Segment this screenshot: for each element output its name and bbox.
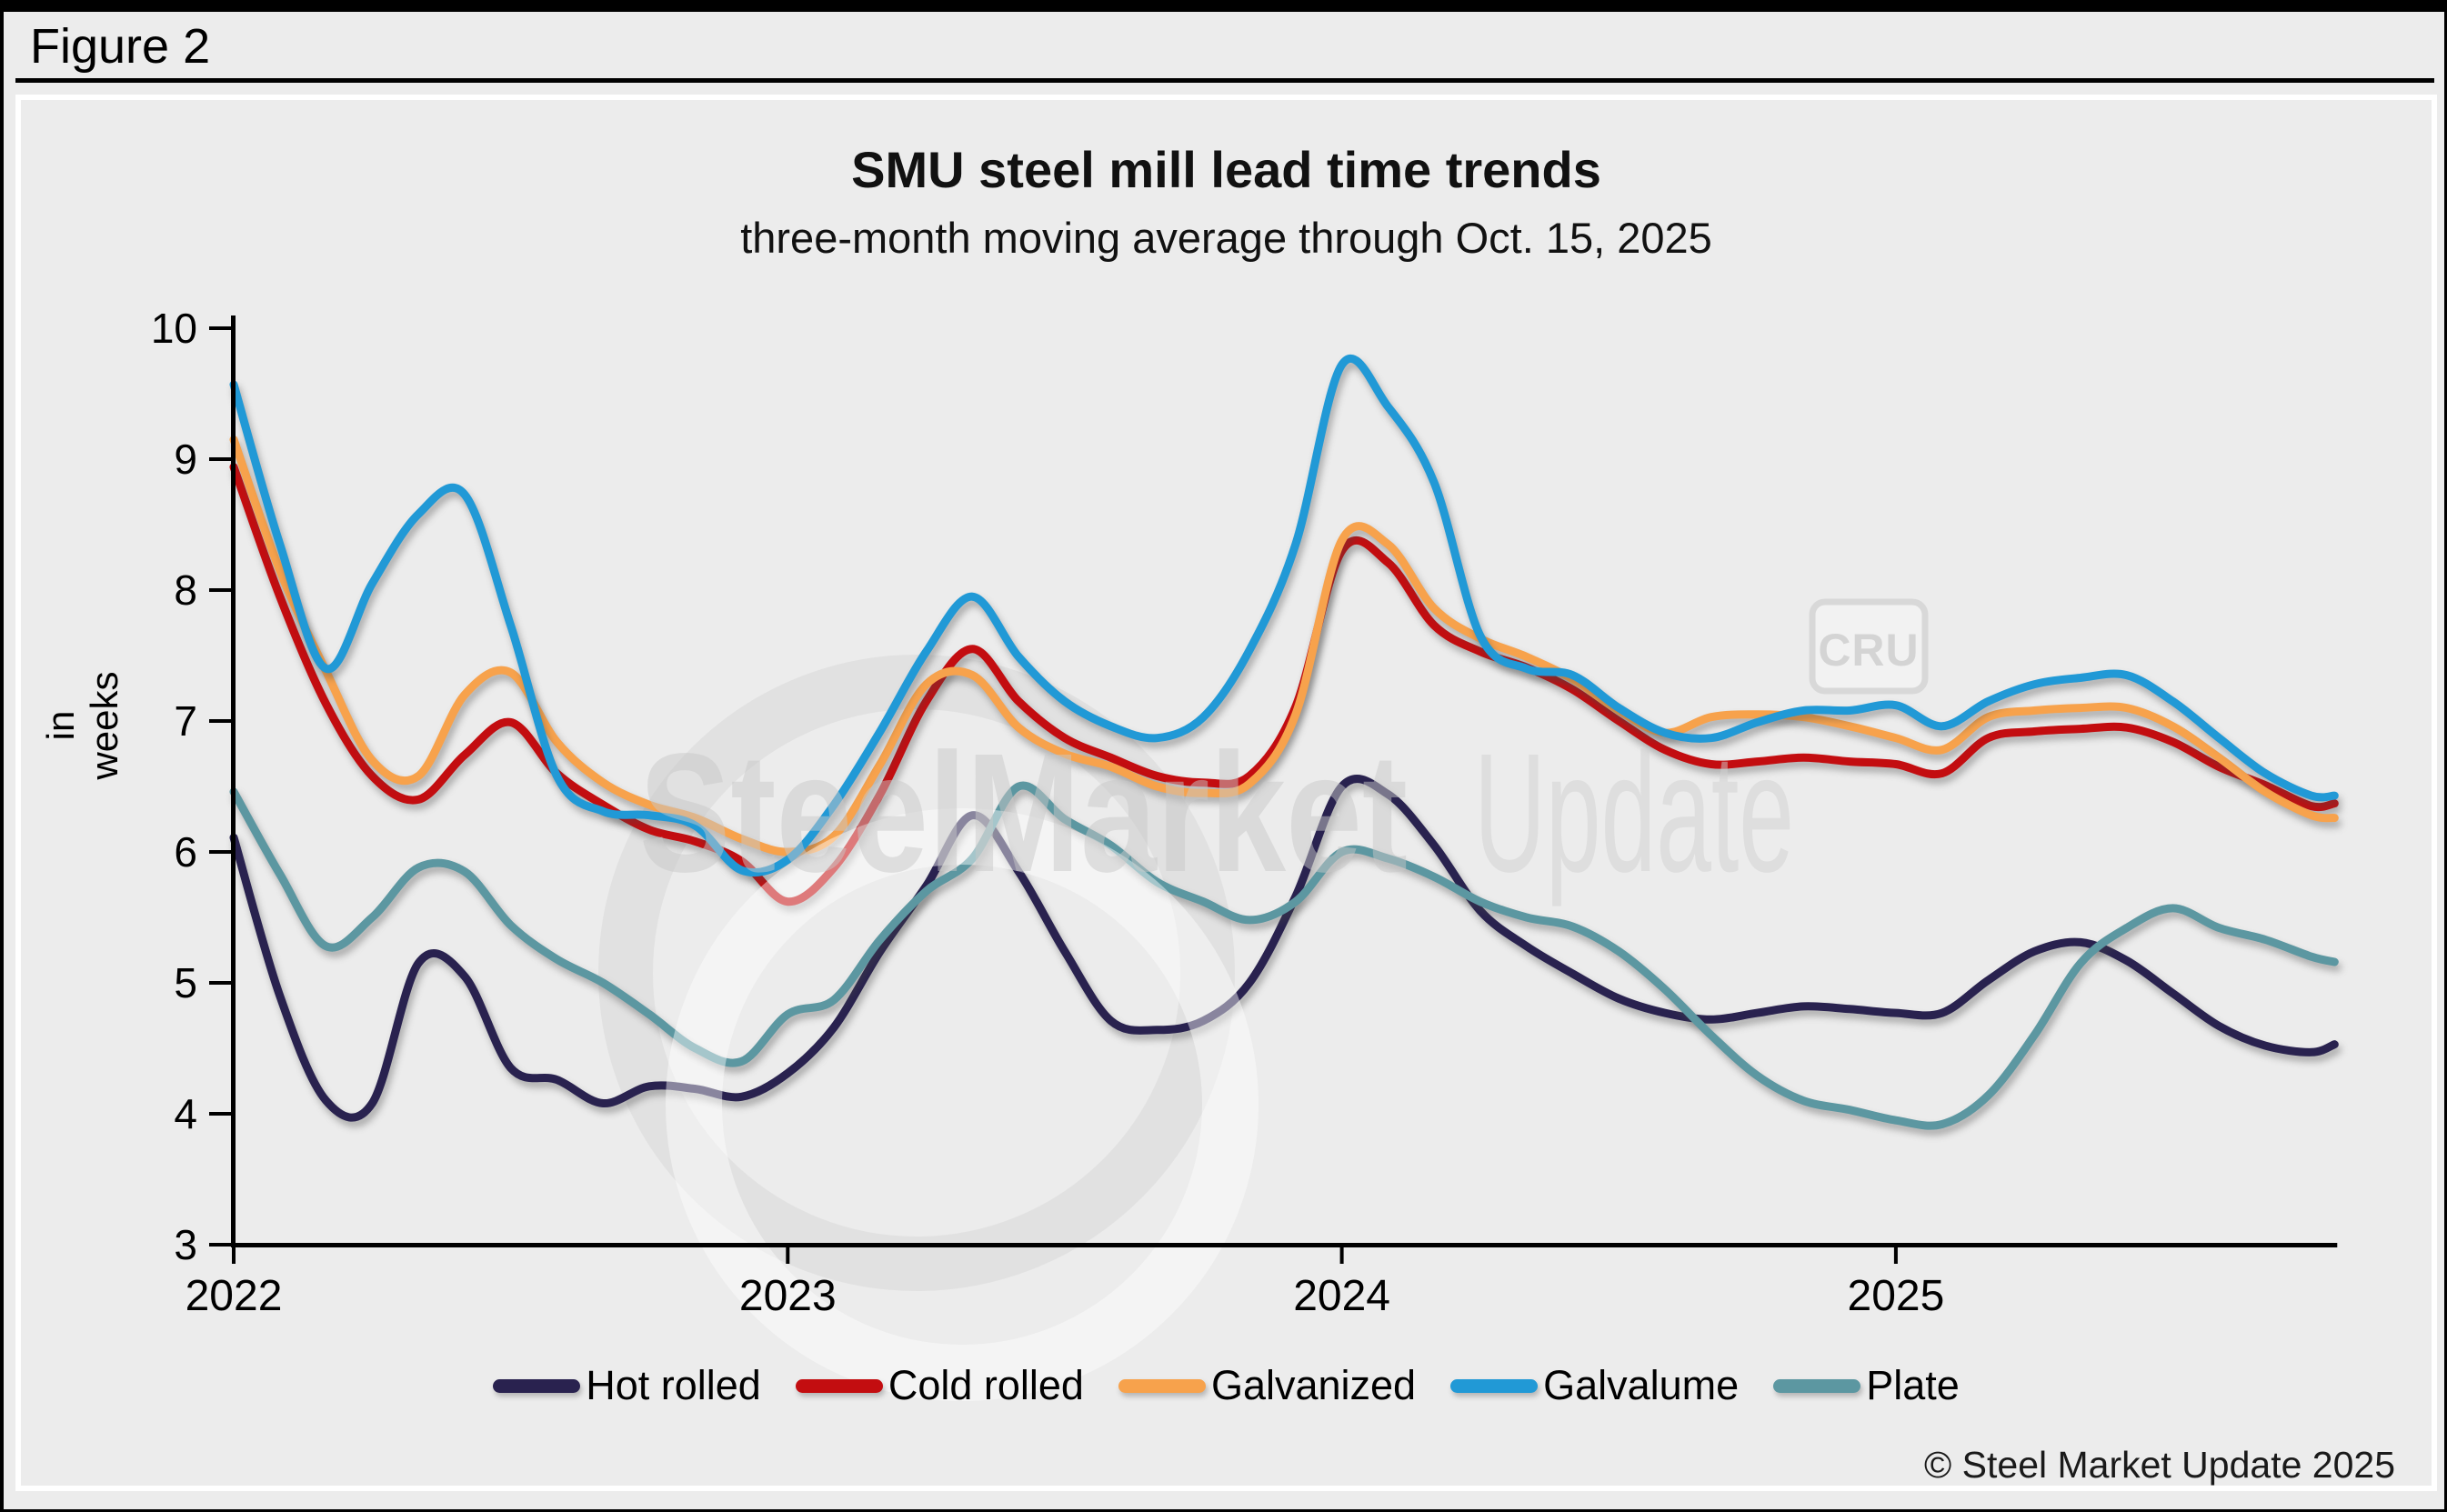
- y-tick-label-7: 7: [174, 697, 197, 745]
- copyright-text: © Steel Market Update 2025: [1924, 1444, 2395, 1486]
- y-tick-6: [209, 850, 231, 854]
- legend-label-cold-rolled: Cold rolled: [888, 1362, 1084, 1408]
- top-border: [0, 0, 2447, 12]
- x-tick-label-2022: 2022: [186, 1272, 283, 1320]
- left-border: [0, 0, 4, 1512]
- figure-label: Figure 2: [30, 19, 211, 74]
- legend-item-hot-rolled: Hot rolled: [493, 1362, 761, 1409]
- series-line-galvalume: [229, 354, 2339, 877]
- legend-label-galvanized: Galvanized: [1210, 1362, 1417, 1408]
- legend-label-hot-rolled: Hot rolled: [586, 1362, 761, 1408]
- svg-text:CRU: CRU: [1818, 625, 1919, 676]
- cru-badge: CRU: [1809, 598, 1929, 695]
- x-tick-2024: [1339, 1247, 1344, 1264]
- y-tick-label-8: 8: [174, 566, 197, 614]
- right-border: [2444, 0, 2447, 1512]
- legend-item-cold-rolled: Cold rolled: [795, 1362, 1084, 1409]
- legend-label-galvalume: Galvalume: [1543, 1362, 1740, 1408]
- watermark-brand-light: Update: [1474, 719, 1794, 907]
- legend-item-galvanized: Galvanized: [1118, 1362, 1416, 1409]
- y-axis-line: [231, 315, 236, 1247]
- y-tick-4: [209, 1112, 231, 1116]
- legend-swatch-galvanized: [1118, 1378, 1206, 1393]
- legend-swatch-galvalume: [1450, 1378, 1539, 1393]
- y-tick-7: [209, 719, 231, 723]
- y-tick-label-3: 3: [174, 1221, 197, 1268]
- legend-item-galvalume: Galvalume: [1450, 1362, 1739, 1409]
- y-tick-5: [209, 981, 231, 985]
- x-tick-2023: [786, 1247, 790, 1264]
- x-axis-line: [231, 1243, 2338, 1247]
- legend-swatch-hot-rolled: [493, 1378, 581, 1393]
- watermark-swoosh-white: [666, 808, 1259, 1401]
- chart-subtitle: three-month moving average through Oct. …: [740, 214, 1712, 262]
- y-tick-9: [209, 457, 231, 461]
- y-tick-label-9: 9: [174, 436, 197, 483]
- y-tick-10: [209, 326, 231, 330]
- y-tick-label-5: 5: [174, 959, 197, 1006]
- legend-swatch-cold-rolled: [795, 1378, 883, 1393]
- watermark-swoosh-ring: [598, 655, 1235, 1291]
- series-line-hot-rolled: [229, 775, 2339, 1122]
- x-tick-2025: [1893, 1247, 1898, 1264]
- legend-item-plate: Plate: [1773, 1362, 1960, 1409]
- x-tick-label-2023: 2023: [739, 1272, 837, 1320]
- y-tick-label-6: 6: [174, 828, 197, 876]
- x-tick-2022: [232, 1247, 236, 1264]
- chart-title: SMU steel mill lead time trends: [851, 141, 1601, 198]
- y-tick-label-4: 4: [174, 1090, 197, 1137]
- y-tick-label-10: 10: [151, 305, 197, 352]
- series-line-plate: [229, 781, 2339, 1130]
- header-rule: [15, 78, 2434, 83]
- y-tick-3: [209, 1243, 231, 1247]
- y-tick-8: [209, 588, 231, 592]
- legend-label-plate: Plate: [1866, 1362, 1960, 1408]
- chart-panel: SMU steel mill lead time trends three-mo…: [15, 95, 2437, 1491]
- bottom-border: [0, 1509, 2447, 1512]
- x-tick-label-2025: 2025: [1848, 1272, 1945, 1320]
- chart-legend: Hot rolled Cold rolled Galvanized Galvalume…: [21, 1362, 2432, 1409]
- watermark-brand-bold: SteelMarket: [639, 719, 1408, 907]
- x-tick-label-2024: 2024: [1293, 1272, 1390, 1320]
- legend-swatch-plate: [1773, 1378, 1861, 1393]
